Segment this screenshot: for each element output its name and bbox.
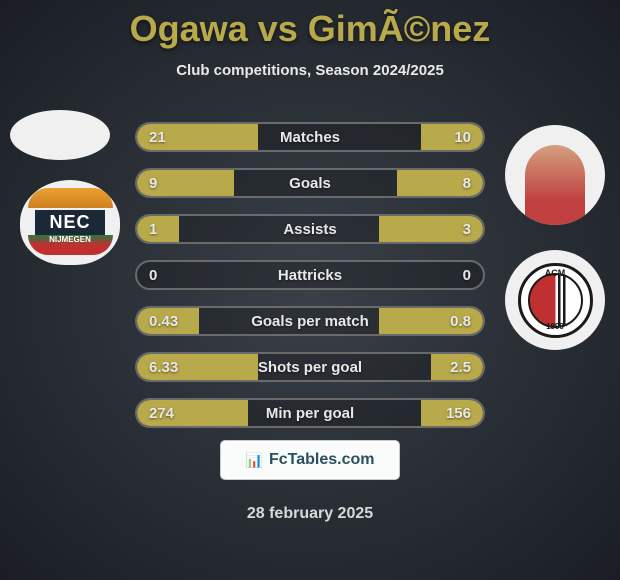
stat-value-right: 2.5 bbox=[450, 359, 471, 376]
player-right-club-badge: ACM 1899 bbox=[505, 250, 605, 350]
club-right-abbr: ACM bbox=[545, 268, 566, 278]
player-right-avatar bbox=[505, 125, 605, 225]
stat-value-left: 6.33 bbox=[149, 359, 178, 376]
player-left-avatar bbox=[10, 110, 110, 160]
stat-value-right: 156 bbox=[446, 405, 471, 422]
stat-label: Min per goal bbox=[266, 405, 354, 422]
stat-row: 9 Goals 8 bbox=[135, 168, 485, 198]
stat-label: Goals per match bbox=[251, 313, 369, 330]
stat-label: Assists bbox=[283, 221, 336, 238]
stat-row: 274 Min per goal 156 bbox=[135, 398, 485, 428]
stat-row: 6.33 Shots per goal 2.5 bbox=[135, 352, 485, 382]
stat-fill-left bbox=[137, 216, 179, 242]
footer-date: 28 february 2025 bbox=[247, 505, 373, 523]
stat-label: Goals bbox=[289, 175, 331, 192]
stat-row: 0.43 Goals per match 0.8 bbox=[135, 306, 485, 336]
footer-brand-text: FcTables.com bbox=[269, 451, 375, 469]
stat-row: 21 Matches 10 bbox=[135, 122, 485, 152]
stat-value-right: 3 bbox=[463, 221, 471, 238]
stat-value-left: 0.43 bbox=[149, 313, 178, 330]
chart-icon: 📊 bbox=[246, 452, 263, 469]
stat-value-right: 8 bbox=[463, 175, 471, 192]
stat-value-left: 1 bbox=[149, 221, 157, 238]
stat-value-right: 0 bbox=[463, 267, 471, 284]
stat-label: Hattricks bbox=[278, 267, 342, 284]
stat-value-right: 0.8 bbox=[450, 313, 471, 330]
page-title: Ogawa vs GimÃ©nez bbox=[0, 0, 620, 50]
stats-container: 21 Matches 10 9 Goals 8 1 Assists 3 0 Hattricks 0 0.… bbox=[135, 122, 485, 444]
stat-label: Matches bbox=[280, 129, 340, 146]
stat-value-left: 0 bbox=[149, 267, 157, 284]
footer-brand-badge[interactable]: 📊 FcTables.com bbox=[220, 440, 400, 480]
stat-row: 0 Hattricks 0 bbox=[135, 260, 485, 290]
stat-value-left: 9 bbox=[149, 175, 157, 192]
stat-value-right: 10 bbox=[454, 129, 471, 146]
club-right-year: 1899 bbox=[546, 322, 564, 331]
player-left-club-badge: NEC NIJMEGEN bbox=[20, 180, 120, 265]
stat-value-left: 274 bbox=[149, 405, 174, 422]
stat-fill-right bbox=[421, 124, 483, 150]
club-left-name: NEC bbox=[35, 210, 104, 235]
stat-label: Shots per goal bbox=[258, 359, 362, 376]
stat-value-left: 21 bbox=[149, 129, 166, 146]
stat-row: 1 Assists 3 bbox=[135, 214, 485, 244]
subtitle: Club competitions, Season 2024/2025 bbox=[0, 62, 620, 79]
club-left-city: NIJMEGEN bbox=[28, 235, 113, 255]
